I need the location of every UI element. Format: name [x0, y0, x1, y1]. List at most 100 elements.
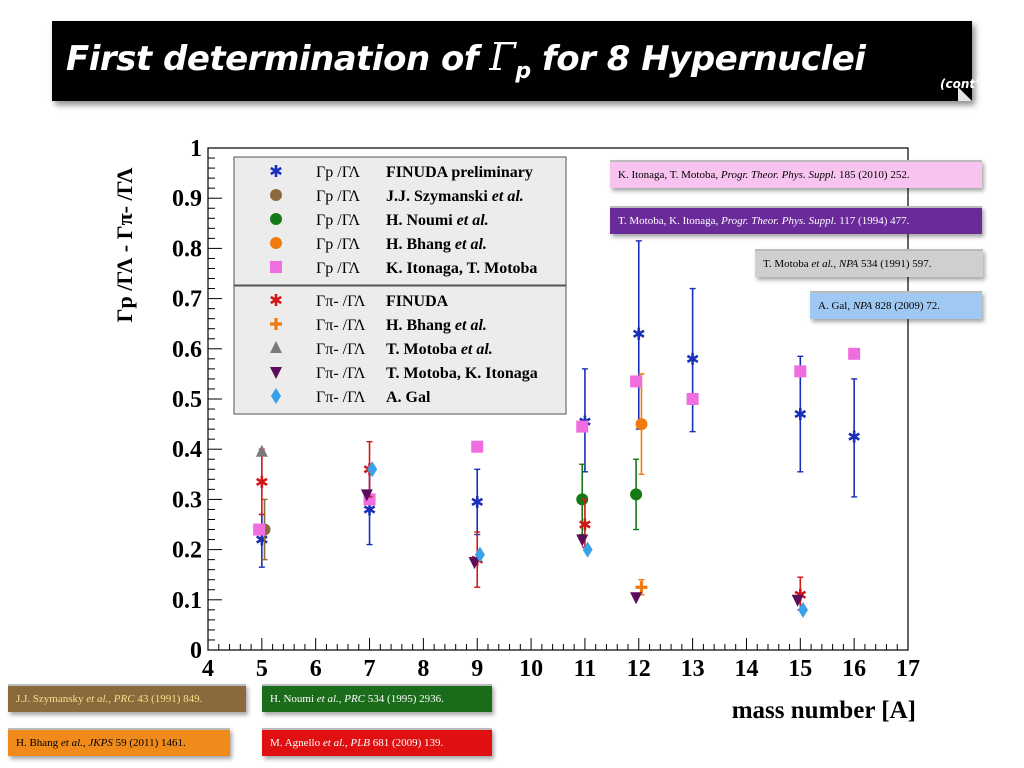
y-tick-label: 0.2	[172, 538, 202, 564]
x-tick-label: 4	[202, 656, 214, 682]
y-axis-label: Γp /ΓΛ - Γπ- /ΓΛ	[112, 167, 137, 322]
reference-szymansky: J.J. Szymansky et al., PRC 43 (1991) 849…	[8, 684, 246, 712]
x-tick-label: 5	[256, 656, 268, 682]
legend-ratio: Γπ- /ΓΛ	[316, 293, 366, 310]
page-curl-icon	[958, 87, 972, 101]
x-tick-label: 13	[681, 656, 705, 682]
legend-marker-bhang-p	[270, 237, 282, 249]
legend-ratio: Γπ- /ΓΛ	[316, 317, 366, 334]
point-itonaga	[848, 347, 861, 360]
point-motoba-itonaga	[468, 557, 481, 570]
point-bhang-p	[635, 418, 648, 431]
point-finuda	[579, 518, 591, 531]
legend-ratio: Γp /ΓΛ	[316, 164, 360, 181]
legend-ratio: Γp /ΓΛ	[316, 188, 360, 205]
y-tick-label: 0.8	[172, 236, 202, 262]
point-gal	[367, 461, 378, 478]
point-bhang-pi	[635, 581, 648, 594]
legend-ratio: Γπ- /ΓΛ	[316, 389, 366, 406]
legend-ratio: Γp /ΓΛ	[316, 260, 360, 277]
page-title: First determination of Γp for 8 Hypernuc…	[66, 35, 866, 84]
legend-ratio: Γp /ΓΛ	[316, 212, 360, 229]
point-itonaga	[794, 365, 807, 378]
point-gal	[798, 601, 808, 618]
legend-label: FINUDA	[386, 293, 449, 310]
point-finuda-prelim	[848, 430, 860, 443]
point-motoba-itonaga	[360, 489, 373, 502]
reference-motoba-itonaga: T. Motoba, K. Itonaga, Progr. Theor. Phy…	[610, 206, 982, 234]
legend-label: H. Noumi et al.	[386, 212, 489, 229]
x-tick-label: 15	[788, 656, 812, 682]
legend-label: FINUDA preliminary	[386, 164, 533, 181]
title-bar: First determination of Γp for 8 Hypernuc…	[52, 21, 994, 101]
point-finuda-prelim	[794, 408, 807, 421]
title-note: (cont’d)	[940, 77, 994, 91]
legend-label: H. Bhang et al.	[386, 236, 487, 253]
point-motoba	[255, 444, 268, 457]
x-tick-label: 10	[519, 656, 543, 682]
legend-label: K. Itonaga, T. Motoba	[386, 260, 537, 277]
y-tick-label: 0.3	[172, 487, 202, 513]
legend-marker-finuda-prelim	[270, 165, 282, 177]
legend-ratio: Γπ- /ΓΛ	[316, 341, 366, 358]
x-tick-label: 7	[364, 656, 376, 682]
point-gal	[474, 546, 485, 563]
x-tick-label: 14	[734, 656, 758, 682]
point-finuda-prelim	[632, 327, 645, 340]
x-tick-label: 8	[417, 656, 429, 682]
reference-gal: A. Gal, NPA 828 (2009) 72.	[810, 291, 982, 319]
legend-ratio: Γπ- /ΓΛ	[316, 365, 366, 382]
x-tick-label: 6	[310, 656, 322, 682]
reference-agnello: M. Agnello et al., PLB 681 (2009) 139.	[262, 728, 492, 756]
legend-label: A. Gal	[386, 389, 431, 406]
legend-label: J.J. Szymanski et al.	[386, 188, 524, 205]
title-gamma-sub: p	[515, 58, 531, 84]
point-itonaga	[471, 440, 484, 453]
point-motoba-itonaga	[576, 534, 589, 547]
legend-marker-itonaga	[270, 261, 282, 273]
legend-marker-noumi	[270, 213, 282, 225]
point-finuda-prelim	[686, 352, 699, 365]
y-tick-label: 0	[190, 638, 202, 664]
point-finuda	[255, 475, 268, 488]
point-gal	[582, 541, 593, 558]
legend-box	[233, 285, 567, 415]
x-tick-label: 16	[842, 656, 866, 682]
x-axis-label: mass number [A]	[732, 697, 916, 724]
point-noumi	[630, 488, 643, 501]
legend-marker-motoba	[270, 341, 282, 353]
legend-marker-bhang-pi	[270, 318, 282, 330]
y-tick-label: 1	[190, 136, 202, 162]
legend-marker-finuda	[270, 294, 282, 306]
y-tick-label: 0.9	[172, 186, 202, 212]
x-tick-label: 12	[627, 656, 651, 682]
title-suffix: for 8 Hypernuclei	[530, 39, 866, 79]
legend-marker-motoba-itonaga	[270, 367, 282, 379]
point-itonaga	[576, 420, 589, 433]
legend-marker-gal	[271, 388, 281, 404]
legend-label: H. Bhang et al.	[386, 317, 487, 334]
title-gamma: Γ	[489, 35, 516, 79]
point-motoba-itonaga	[630, 592, 643, 605]
y-tick-label: 0.1	[172, 588, 202, 614]
x-tick-label: 11	[574, 656, 597, 682]
point-itonaga	[630, 375, 643, 388]
point-itonaga	[686, 393, 699, 405]
x-tick-label: 9	[471, 656, 483, 682]
legend-marker-szymanski	[270, 189, 282, 201]
point-finuda-prelim	[363, 503, 376, 516]
point-itonaga	[253, 523, 266, 536]
reference-noumi: H. Noumi et al., PRC 534 (1995) 2936.	[262, 684, 492, 712]
point-motoba-itonaga	[791, 594, 804, 607]
legend-ratio: Γp /ΓΛ	[316, 236, 360, 253]
title-prefix: First determination of	[66, 39, 490, 79]
legend-label: T. Motoba et al.	[386, 341, 493, 358]
point-finuda-prelim	[471, 495, 484, 508]
legend-box	[233, 156, 567, 286]
y-tick-label: 0.4	[172, 437, 202, 463]
reference-itonaga: K. Itonaga, T. Motoba, Progr. Theor. Phy…	[610, 160, 982, 188]
y-tick-label: 0.6	[172, 337, 202, 363]
reference-motoba: T. Motoba et al., NPA 534 (1991) 597.	[755, 249, 983, 277]
reference-bhang: H. Bhang et al., JKPS 59 (2011) 1461.	[8, 728, 230, 756]
